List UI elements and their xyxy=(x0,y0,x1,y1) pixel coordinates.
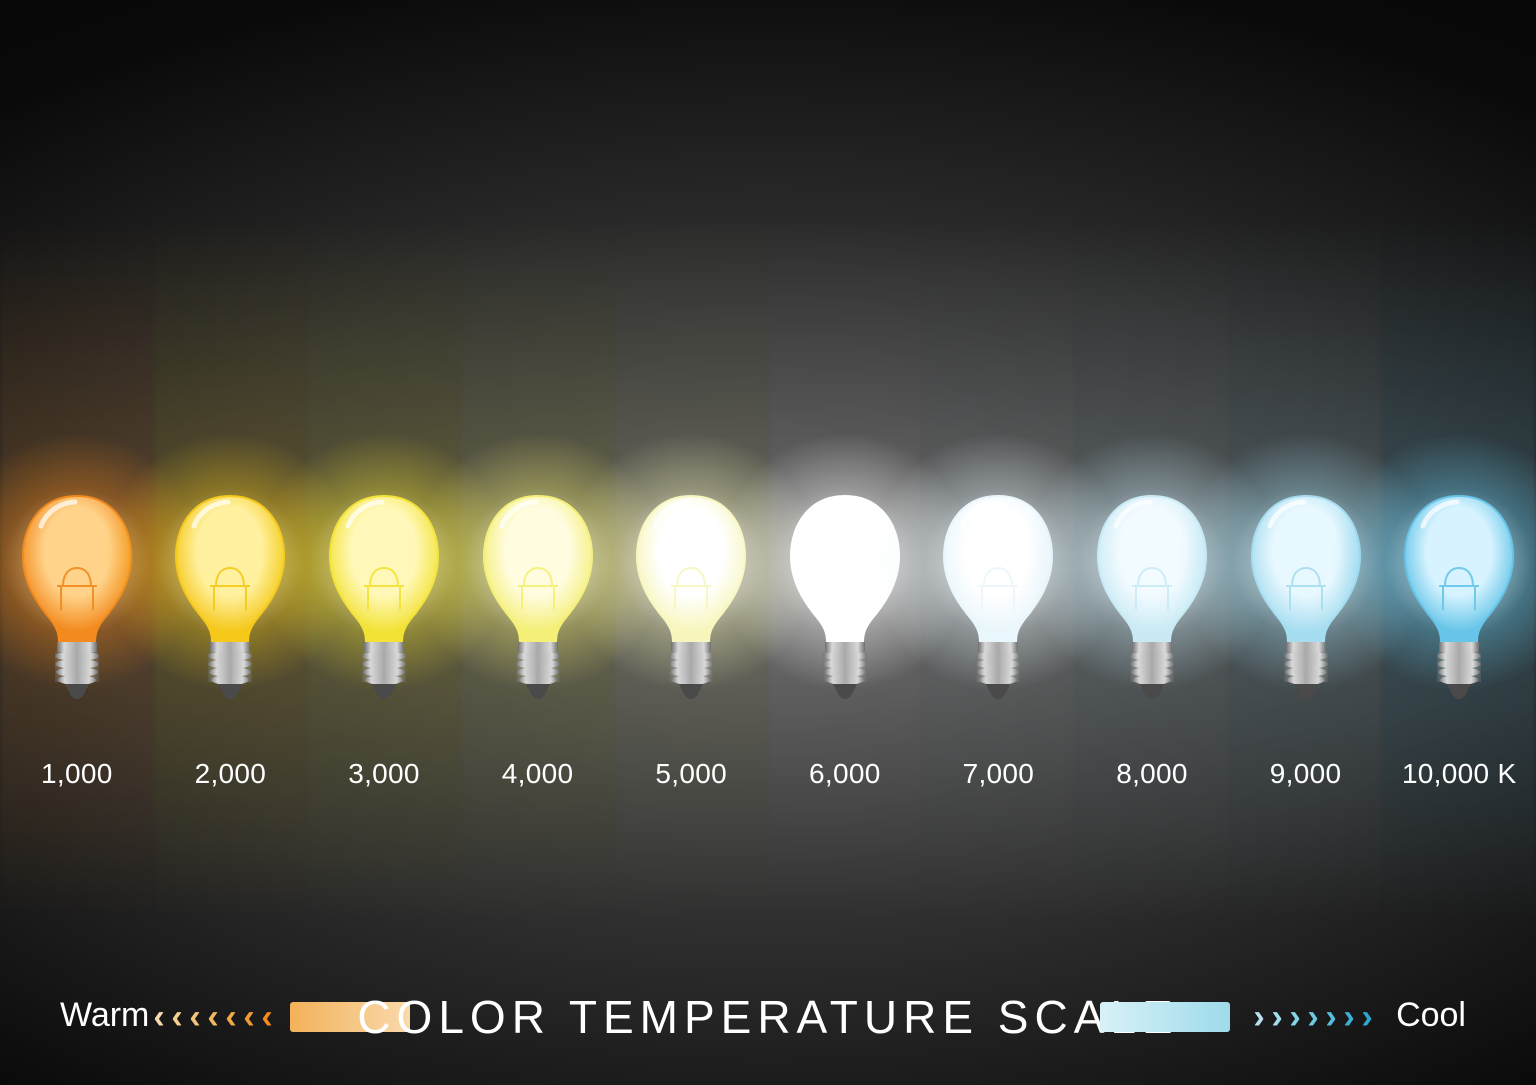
color-temperature-infographic: 1,000 2,000 3,000 4,000 5,000 6,000 7,000 8,000… xyxy=(0,0,1536,1085)
bulb xyxy=(324,490,444,720)
chevron-right-icon: › xyxy=(1356,1000,1378,1034)
bulb xyxy=(170,490,290,720)
warm-chevrons: ‹‹‹‹‹‹‹ xyxy=(150,1000,276,1034)
kelvin-label: 10,000 K xyxy=(1389,758,1529,790)
chevron-left-icon: ‹ xyxy=(256,1000,278,1034)
kelvin-label: 3,000 xyxy=(314,758,454,790)
kelvin-label: 7,000 xyxy=(928,758,1068,790)
warm-label: Warm xyxy=(60,996,149,1035)
bulb xyxy=(478,490,598,720)
kelvin-label: 5,000 xyxy=(621,758,761,790)
cool-band xyxy=(1100,1002,1230,1032)
bulb xyxy=(938,490,1058,720)
cool-chevrons: ››››››› xyxy=(1250,1000,1376,1034)
bulb xyxy=(17,490,137,720)
bulb xyxy=(631,490,751,720)
kelvin-label: 2,000 xyxy=(160,758,300,790)
bulb xyxy=(785,490,905,720)
bulb-row xyxy=(0,0,1536,1085)
kelvin-label: 6,000 xyxy=(775,758,915,790)
cool-label: Cool xyxy=(1396,996,1466,1035)
bulb xyxy=(1092,490,1212,720)
kelvin-label: 4,000 xyxy=(468,758,608,790)
bulb xyxy=(1399,490,1519,720)
scale-bar: Warm ‹‹‹‹‹‹‹ COLOR TEMPERATURE SCALE ›››… xyxy=(0,990,1536,1085)
bulb xyxy=(1246,490,1366,720)
kelvin-label: 9,000 xyxy=(1236,758,1376,790)
kelvin-label: 8,000 xyxy=(1082,758,1222,790)
kelvin-label: 1,000 xyxy=(7,758,147,790)
scale-title: COLOR TEMPERATURE SCALE xyxy=(357,990,1178,1044)
